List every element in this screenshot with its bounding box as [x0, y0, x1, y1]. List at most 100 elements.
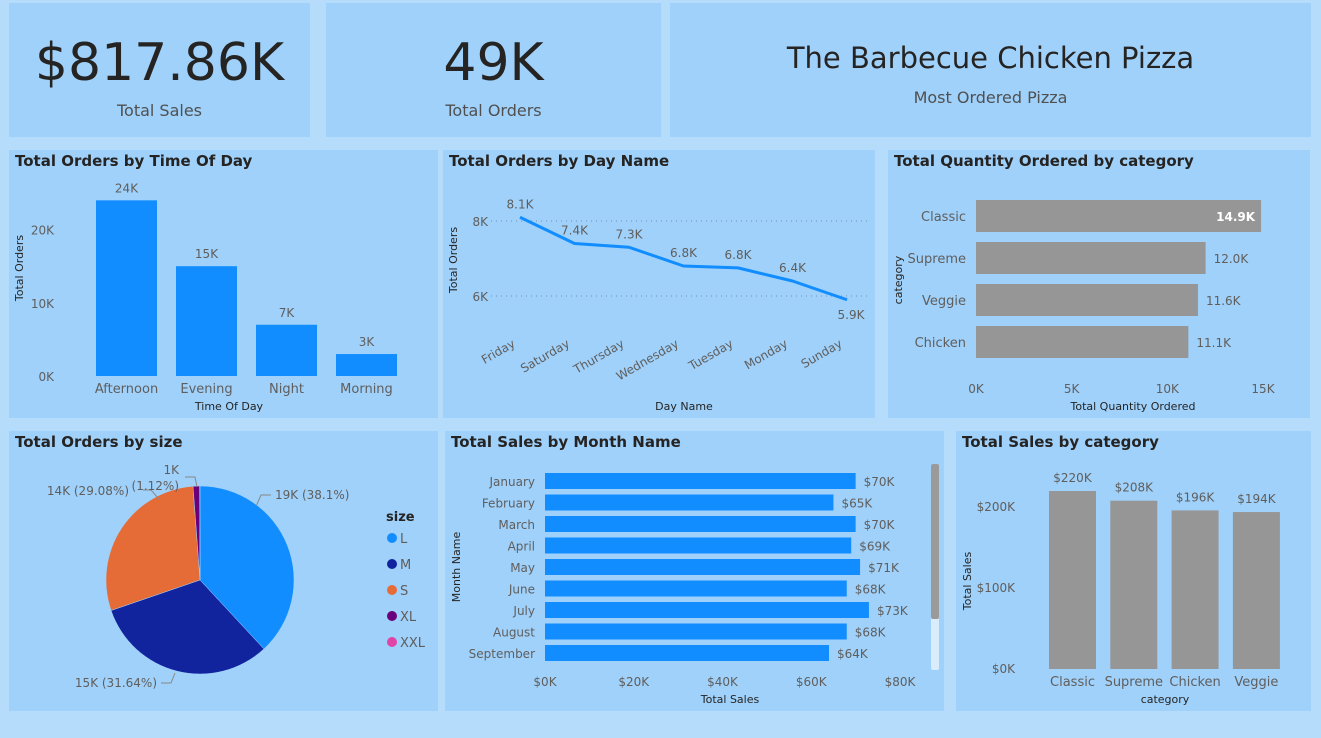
data-label: $65K — [841, 497, 873, 511]
data-label: $208K — [1115, 481, 1155, 495]
leader-line — [185, 476, 198, 488]
kpi-total-orders-label: Total Orders — [445, 101, 542, 120]
y-tick-label: February — [482, 497, 535, 511]
x-tick-label: 10K — [1156, 382, 1180, 396]
data-label: $196K — [1176, 490, 1216, 504]
y-axis-title: Month Name — [450, 532, 463, 603]
data-label: 3K — [359, 335, 376, 349]
bar — [256, 324, 317, 376]
card-orders-by-size: Total Orders by size 19K (38.1%) 15K (31.… — [9, 431, 438, 711]
bar — [545, 537, 852, 554]
y-tick-label: Classic — [921, 210, 966, 225]
x-axis-title: Day Name — [655, 400, 713, 413]
legend-label: M — [400, 558, 411, 573]
legend-label: XL — [400, 610, 417, 625]
y-tick-label: $100K — [977, 581, 1017, 595]
kpi-card-most-ordered: The Barbecue Chicken Pizza Most Ordered … — [670, 3, 1311, 137]
data-label: 19K (38.1%) — [275, 488, 349, 502]
legend-marker — [387, 611, 397, 621]
data-label: $68K — [855, 626, 887, 640]
data-label: $71K — [868, 561, 900, 575]
y-tick-label: June — [508, 583, 535, 597]
bar — [1232, 512, 1280, 669]
y-tick-label: Veggie — [922, 294, 966, 309]
data-label: 6.8K — [670, 246, 698, 260]
x-tick-label: Friday — [479, 336, 518, 366]
data-label: 14K (29.08%) — [47, 484, 129, 498]
data-label: $73K — [877, 604, 909, 618]
chart-title: Total Orders by Day Name — [449, 152, 670, 170]
y-tick-label: $0K — [992, 662, 1016, 676]
x-tick-label: 15K — [1251, 382, 1275, 396]
data-label: (1.12%) — [132, 479, 179, 493]
bar — [1171, 510, 1219, 669]
kpi-total-orders-value: 49K — [443, 33, 544, 93]
bar — [96, 200, 157, 376]
x-tick-label: 0K — [968, 382, 985, 396]
data-label: 6.4K — [779, 261, 807, 275]
chart-title: Total Orders by size — [15, 433, 183, 451]
month-chart-scrollbar[interactable] — [931, 464, 939, 670]
data-label: 14.9K — [1216, 210, 1256, 224]
leader-line — [161, 672, 176, 684]
kpi-total-sales-value: $817.86K — [34, 33, 285, 93]
bar — [1049, 491, 1096, 669]
data-label: 8.1K — [507, 197, 535, 211]
y-tick-label: 0K — [38, 370, 55, 384]
y-tick-label: $200K — [977, 500, 1017, 514]
data-label: $69K — [859, 540, 891, 554]
x-tick-label: Supreme — [1105, 675, 1163, 690]
y-tick-label: January — [489, 475, 536, 489]
x-tick-label: $20K — [618, 675, 650, 689]
data-label: 11.6K — [1206, 294, 1242, 308]
kpi-total-sales-label: Total Sales — [116, 101, 203, 120]
y-tick-label: Supreme — [908, 252, 966, 267]
data-label: $64K — [837, 647, 869, 661]
bar — [976, 284, 1198, 316]
data-label: $70K — [864, 518, 896, 532]
y-tick-label: 6K — [472, 290, 489, 304]
kpi-most-ordered-label: Most Ordered Pizza — [913, 88, 1068, 107]
y-tick-label: 8K — [472, 215, 489, 229]
x-tick-label: Veggie — [1234, 675, 1278, 690]
bar — [545, 645, 829, 661]
chart-sales-by-category: $0K $100K $200K $220K Classic $208K Supreme $19… — [961, 471, 1280, 706]
bar — [545, 494, 834, 511]
data-label: 24K — [115, 181, 139, 195]
data-label: 7.3K — [616, 227, 644, 241]
kpi-most-ordered-value: The Barbecue Chicken Pizza — [786, 41, 1195, 75]
pie-slice — [110, 579, 265, 675]
legend-label: XXL — [400, 636, 426, 651]
y-tick-label: Chicken — [915, 336, 966, 351]
legend-marker — [387, 533, 397, 543]
chart-sales-by-month: January $70K February $65K March $70K April $69… — [450, 473, 917, 706]
bar — [545, 473, 856, 489]
y-tick-label: September — [469, 647, 535, 661]
data-label: $68K — [855, 583, 887, 597]
data-label: 15K (31.64%) — [75, 676, 157, 690]
card-qty-by-category: Total Quantity Ordered by category Class… — [888, 150, 1310, 418]
legend-marker — [387, 585, 397, 595]
x-tick-label: Morning — [340, 382, 393, 397]
chart-title: Total Sales by category — [962, 433, 1159, 451]
y-axis-title: Total Orders — [447, 227, 460, 294]
x-tick-label: Evening — [180, 382, 232, 397]
data-label: $70K — [864, 475, 896, 489]
x-axis-title: Time Of Day — [194, 400, 264, 413]
x-tick-label: Afternoon — [95, 382, 158, 397]
card-orders-by-day: Total Orders by Day Name 8K 6K 8.1K Friday 7… — [443, 150, 875, 418]
bar — [545, 580, 847, 597]
kpi-card-total-orders: 49K Total Orders — [326, 3, 661, 137]
x-tick-label: $40K — [707, 675, 739, 689]
data-label: 5.9K — [838, 308, 866, 322]
x-tick-label: Chicken — [1169, 675, 1220, 690]
bar — [1110, 500, 1158, 669]
data-label: $220K — [1053, 471, 1093, 485]
legend-label: L — [400, 532, 408, 547]
y-tick-label: August — [493, 626, 535, 640]
y-axis-title: category — [892, 255, 905, 304]
series-line — [519, 215, 848, 302]
scrollbar-thumb[interactable] — [931, 464, 939, 619]
data-label: 11.1K — [1196, 336, 1232, 350]
bar — [545, 623, 847, 640]
